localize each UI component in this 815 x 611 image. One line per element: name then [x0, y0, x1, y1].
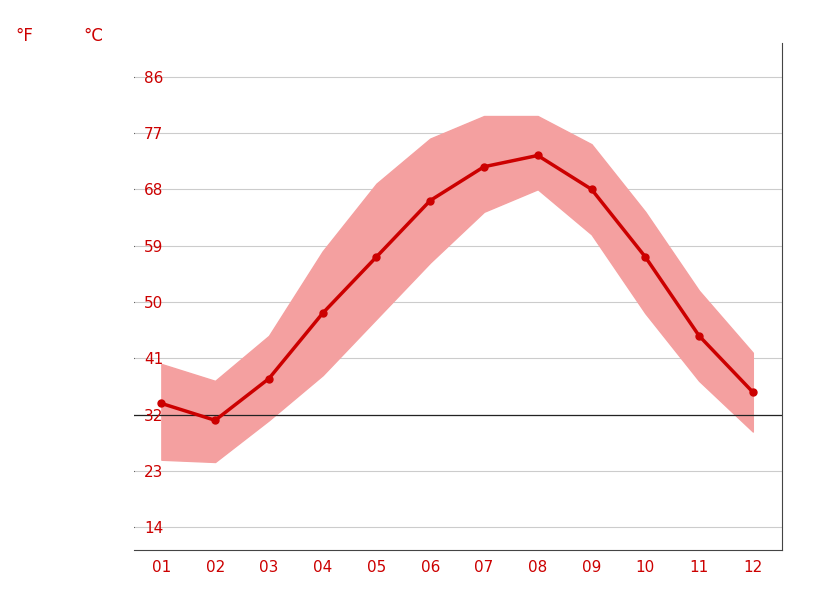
Text: °C: °C	[84, 27, 104, 45]
Text: °F: °F	[15, 27, 33, 45]
